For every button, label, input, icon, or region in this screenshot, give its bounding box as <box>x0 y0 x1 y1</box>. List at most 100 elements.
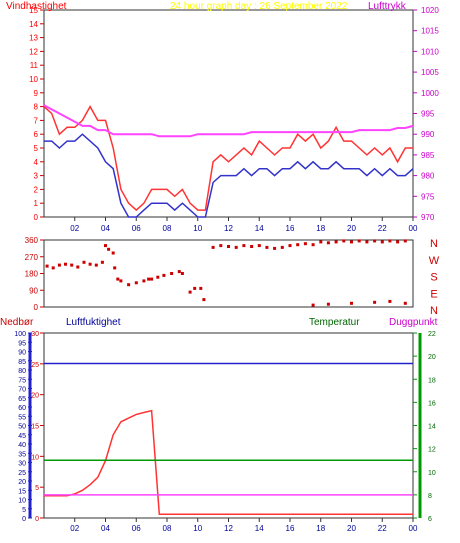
right-tick-label: 980 <box>421 172 435 181</box>
x-tick-label: 16 <box>286 224 295 233</box>
direction-point <box>296 243 300 247</box>
compass-label: S <box>430 272 437 284</box>
humidity-tick-label: 50 <box>18 424 26 431</box>
left-tick-label: 6 <box>34 130 39 139</box>
precip-tick-label: 5 <box>35 485 39 492</box>
x-tick-label: 04 <box>101 524 110 533</box>
direction-point <box>334 240 338 244</box>
humidity-tick-label: 60 <box>18 405 26 412</box>
direction-point <box>403 239 407 243</box>
series-vindkast <box>44 133 414 218</box>
right-tick-label: 1010 <box>421 47 439 56</box>
panel3-x-axis: 02 04 06 08 10 12 14 16 18 20 22 00 <box>70 518 418 533</box>
humidity-tick-label: 85 <box>18 359 26 366</box>
right-tick-label: 1000 <box>421 89 439 98</box>
humidity-tick-label: 25 <box>18 470 26 477</box>
series-vindhastighet <box>43 105 413 212</box>
left-tick-label: 2 <box>34 185 39 194</box>
direction-tick-label: 360 <box>25 236 39 245</box>
humidity-tick-label: 70 <box>18 387 26 394</box>
temp-tick-label: 8 <box>428 493 432 500</box>
temp-tick-label: 6 <box>428 516 432 523</box>
x-tick-label: 18 <box>316 224 325 233</box>
direction-point <box>380 240 384 244</box>
direction-point <box>403 301 407 305</box>
right-tick-label: 990 <box>421 130 435 139</box>
panel2-frame <box>43 239 414 308</box>
direction-point <box>100 260 104 264</box>
direction-point <box>326 302 330 306</box>
direction-point <box>177 270 181 274</box>
direction-point <box>234 245 238 249</box>
left-tick-label: 15 <box>29 6 38 15</box>
direction-point <box>170 272 174 275</box>
humidity-tick-label: 100 <box>14 331 26 338</box>
direction-point <box>350 301 353 305</box>
x-tick-label: 12 <box>224 224 233 233</box>
direction-tick-label: 0 <box>34 303 39 312</box>
left-tick-label: 12 <box>29 47 38 56</box>
temp-tick-label: 18 <box>428 377 436 384</box>
panel1-title-left: Vindhastighet <box>6 1 67 12</box>
humidity-tick-label: 35 <box>18 451 26 458</box>
panel3-series <box>44 362 413 516</box>
x-tick-label: 08 <box>163 224 172 233</box>
right-tick-label: 1020 <box>421 6 439 15</box>
x-tick-label: 22 <box>378 224 387 233</box>
direction-point <box>350 240 353 244</box>
humidity-tick-label: 20 <box>18 479 26 486</box>
direction-point <box>134 281 138 285</box>
panel-humidity-temp: Nedbør Luftfuktighet Temperatur Duggpunk… <box>0 317 438 533</box>
right-tick-label: 985 <box>421 151 435 160</box>
compass-label: N <box>430 238 438 250</box>
series-lufttrykk <box>43 104 414 138</box>
panel3-precip-axis: 0 5 10 15 20 25 30 <box>31 331 44 523</box>
direction-point <box>311 243 315 247</box>
direction-point <box>199 286 203 290</box>
direction-point <box>342 239 346 243</box>
panel3-temp-axis: 6 8 10 12 14 16 18 20 22 <box>413 331 436 523</box>
direction-point <box>388 239 392 243</box>
direction-point <box>365 240 369 244</box>
direction-point <box>104 244 107 248</box>
left-tick-label: 10 <box>29 75 38 84</box>
panel1-frame <box>43 9 414 218</box>
precip-tick-label: 20 <box>31 393 39 400</box>
x-tick-label: 06 <box>132 224 141 233</box>
compass-label: N <box>430 305 438 317</box>
left-tick-label: 13 <box>29 34 38 43</box>
direction-point <box>250 245 254 248</box>
panel2-points <box>45 239 407 307</box>
direction-point <box>193 286 197 290</box>
temp-tick-label: 12 <box>428 447 436 454</box>
left-tick-label: 4 <box>34 158 39 167</box>
direction-point <box>273 246 277 250</box>
panel1-title-center: 24 hour graph day : 26 September 2022 <box>170 1 348 12</box>
direction-point <box>357 239 361 243</box>
direction-point <box>119 279 123 283</box>
panel1-right-axis: 970 975 980 985 990 995 1000 1005 1010 1015 1020 <box>413 6 439 222</box>
precip-tick-label: 25 <box>31 362 39 369</box>
direction-point <box>150 277 154 281</box>
precip-tick-label: 10 <box>31 454 39 461</box>
right-tick-label: 1015 <box>421 27 439 36</box>
direction-point <box>45 264 49 268</box>
x-tick-label: 18 <box>316 524 325 533</box>
x-tick-label: 08 <box>163 524 172 533</box>
x-tick-label: 00 <box>409 524 418 533</box>
humidity-tick-label: 95 <box>18 340 26 347</box>
direction-tick-label: 180 <box>25 270 39 279</box>
direction-point <box>162 273 166 277</box>
direction-point <box>113 266 117 270</box>
humidity-tick-label: 15 <box>18 488 26 495</box>
left-tick-label: 1 <box>34 199 39 208</box>
x-tick-label: 14 <box>255 524 264 533</box>
direction-point <box>388 299 392 303</box>
x-tick-label: 10 <box>193 524 202 533</box>
panel3-label-precip: Nedbør <box>0 317 34 328</box>
panel3-label-temp: Temperatur <box>309 317 360 328</box>
left-tick-label: 9 <box>34 89 39 98</box>
